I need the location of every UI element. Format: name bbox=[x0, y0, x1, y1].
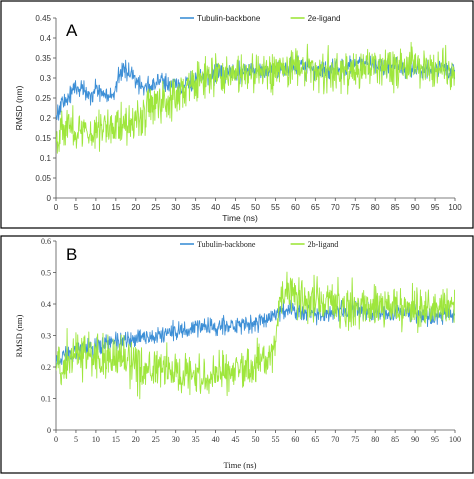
x-tick-label: 40 bbox=[211, 203, 220, 212]
series-line-2b-ligand bbox=[56, 271, 455, 400]
x-tick-label: 20 bbox=[132, 435, 140, 444]
panel-a: 0 0.05 0.1 0.15 0.2 0.25 0.3 0.35 0.4 0.45 0 5 10 15 2… bbox=[0, 0, 474, 229]
x-axis-label: Time (ns) bbox=[222, 213, 258, 223]
x-tick-label: 55 bbox=[271, 435, 279, 444]
panel-frame bbox=[0, 0, 474, 229]
x-tick-label: 60 bbox=[291, 203, 300, 212]
y-tick-label: 0.45 bbox=[35, 14, 51, 23]
legend-label: 2e-ligand bbox=[308, 14, 341, 23]
panel-frame bbox=[0, 235, 474, 474]
x-tick-label: 60 bbox=[291, 435, 299, 444]
y-tick-label: 0.25 bbox=[35, 94, 51, 103]
x-tick-label: 90 bbox=[411, 435, 419, 444]
x-tick-label: 85 bbox=[391, 203, 400, 212]
x-tick-label: 75 bbox=[351, 203, 360, 212]
y-tick-label: 0.3 bbox=[40, 74, 52, 83]
panel-letter: B bbox=[66, 245, 77, 264]
y-tick-label: 0.2 bbox=[41, 363, 51, 372]
x-tick-label: 100 bbox=[448, 203, 462, 212]
x-tick-label: 65 bbox=[311, 435, 319, 444]
y-axis-label: RMSD (nm) bbox=[14, 85, 24, 130]
y-tick-label: 0.5 bbox=[41, 269, 51, 278]
x-tick-label: 5 bbox=[74, 203, 79, 212]
x-tick-label: 25 bbox=[151, 203, 160, 212]
x-tick-label: 5 bbox=[74, 435, 78, 444]
y-tick-label: 0.1 bbox=[41, 395, 51, 404]
x-tick-label: 70 bbox=[331, 203, 340, 212]
x-tick-label: 25 bbox=[152, 435, 160, 444]
x-tick-label: 80 bbox=[371, 435, 379, 444]
x-tick-label: 100 bbox=[449, 435, 461, 444]
y-tick-label: 0.1 bbox=[40, 154, 52, 163]
legend-label: 2b-ligand bbox=[308, 240, 339, 249]
y-tick-label: 0 bbox=[47, 194, 52, 203]
x-tick-label: 35 bbox=[191, 203, 200, 212]
x-tick-label: 85 bbox=[391, 435, 399, 444]
y-tick-label: 0 bbox=[47, 426, 51, 435]
y-tick-label: 0.3 bbox=[41, 332, 51, 341]
y-tick-label: 0.35 bbox=[35, 54, 51, 63]
y-tick-label: 0.2 bbox=[40, 114, 52, 123]
x-tick-label: 65 bbox=[311, 203, 320, 212]
y-axis-label: RMSD (nm) bbox=[14, 314, 24, 357]
x-tick-label: 20 bbox=[131, 203, 140, 212]
legend-label: Tubulin-backbone bbox=[197, 240, 256, 249]
x-tick-label: 80 bbox=[371, 203, 380, 212]
legend: Tubulin-backbone 2e-ligand bbox=[180, 14, 341, 23]
x-tick-label: 90 bbox=[411, 203, 420, 212]
x-tick-label: 50 bbox=[252, 435, 260, 444]
y-tick-label: 0.4 bbox=[40, 34, 52, 43]
series-line-tubulin-backbone bbox=[56, 298, 455, 369]
series-line-2e-ligand bbox=[56, 41, 455, 154]
x-tick-label: 15 bbox=[111, 203, 120, 212]
x-tick-label: 55 bbox=[271, 203, 280, 212]
y-tick-label: 0.05 bbox=[35, 174, 51, 183]
x-tick-label: 10 bbox=[92, 435, 100, 444]
series-line-tubulin-backbone bbox=[56, 55, 455, 121]
x-tick-label: 45 bbox=[232, 435, 240, 444]
y-tick-label: 0.4 bbox=[41, 300, 51, 309]
x-tick-label: 95 bbox=[431, 435, 439, 444]
x-tick-label: 15 bbox=[112, 435, 120, 444]
panel-b: 0 0.1 0.2 0.3 0.4 0.5 0.6 0 5 10 15 20 25 30 35 40 45 50 5… bbox=[0, 235, 474, 474]
x-tick-label: 35 bbox=[192, 435, 200, 444]
x-tick-label: 95 bbox=[431, 203, 440, 212]
x-tick-label: 40 bbox=[212, 435, 220, 444]
x-tick-label: 50 bbox=[251, 203, 260, 212]
legend-label: Tubulin-backbone bbox=[197, 14, 261, 23]
x-tick-label: 0 bbox=[54, 203, 59, 212]
x-tick-label: 70 bbox=[331, 435, 339, 444]
panel-letter: A bbox=[66, 21, 78, 40]
x-tick-label: 10 bbox=[91, 203, 100, 212]
x-tick-label: 30 bbox=[171, 203, 180, 212]
x-tick-label: 45 bbox=[231, 203, 240, 212]
x-tick-label: 0 bbox=[54, 435, 58, 444]
y-tick-label: 0.6 bbox=[41, 237, 51, 246]
x-tick-label: 75 bbox=[351, 435, 359, 444]
x-axis-label: Time (ns) bbox=[224, 460, 257, 470]
legend: Tubulin-backbone 2b-ligand bbox=[180, 240, 338, 249]
x-tick-label: 30 bbox=[172, 435, 180, 444]
y-tick-label: 0.15 bbox=[35, 134, 51, 143]
